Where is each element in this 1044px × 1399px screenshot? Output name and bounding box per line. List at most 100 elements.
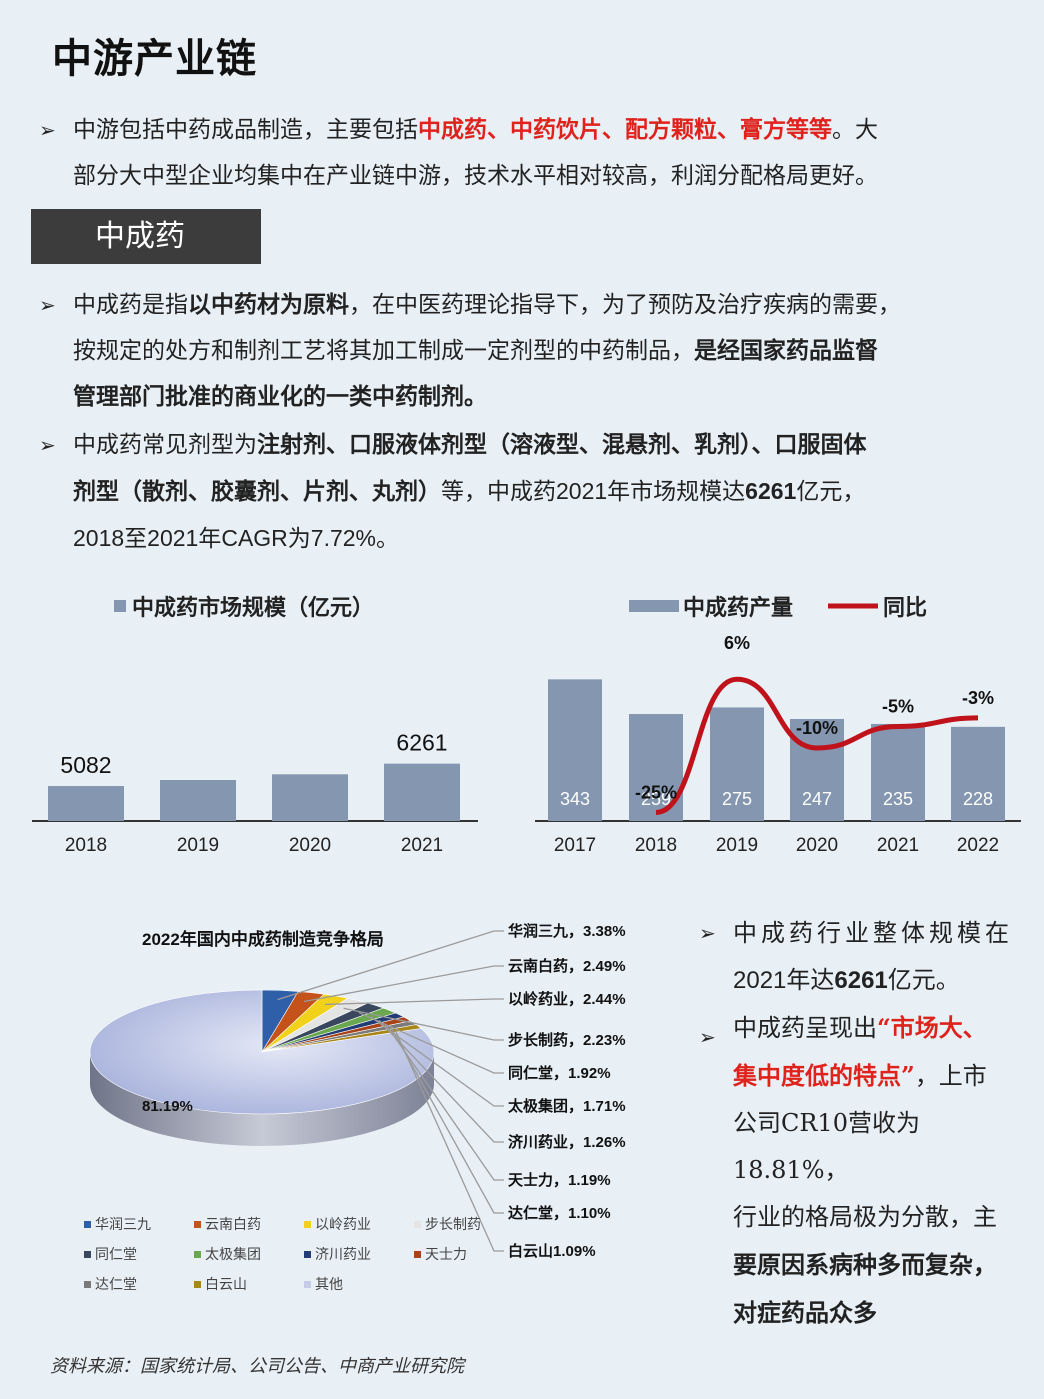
intro-text-red: 中成药、中药饮片、配方颗粒、膏方等等 <box>418 116 832 143</box>
note2-b: “市场大、 <box>877 1013 987 1042</box>
callout-line <box>390 1026 504 1214</box>
right-notes: ➢ 中成药行业整体规模在 2021年达6261亿元。 ➢ 中成药呈现出“市场大、… <box>699 910 1033 1337</box>
callout-line <box>394 1030 504 1252</box>
bar-2020 <box>790 718 844 821</box>
legend-swatch <box>194 1281 201 1288</box>
legend-swatch <box>84 1281 91 1288</box>
intro-text-post: 。大 <box>832 117 878 143</box>
definition-bullet: ➢ 中成药是指以中药材为原料，在中医药理论指导下，为了预防及治疗疾病的需要， 按… <box>39 282 1013 420</box>
tick-label: 2019 <box>716 835 758 856</box>
bar-2022 <box>951 726 1005 821</box>
tick-label: 2020 <box>289 835 331 856</box>
legend-swatch <box>304 1281 311 1288</box>
note2-g: 要原因系病种多而复杂， <box>733 1250 997 1279</box>
pie-callout-label: 白云山1.09% <box>508 1242 596 1260</box>
forms-l2e: 6261 <box>745 478 797 504</box>
tick-label: 2020 <box>796 835 838 856</box>
legend-swatch <box>304 1251 311 1258</box>
note1-e: 亿元。 <box>887 966 960 994</box>
legend-swatch <box>194 1221 201 1228</box>
legend-swatch <box>414 1221 421 1228</box>
tick-label: 2021 <box>877 835 919 856</box>
def-l1b: 以中药材为原料 <box>188 291 349 318</box>
pie-slice-其他 <box>89 989 435 1115</box>
forms-l3g: 7.72% <box>310 525 377 551</box>
note1-a: 中成药行业整体规模在 <box>733 919 1013 947</box>
def-l1a: 中成药是指 <box>73 292 188 318</box>
legend-swatch <box>414 1251 421 1258</box>
bar-2019 <box>710 707 764 821</box>
legend-label: 白云山 <box>205 1276 247 1292</box>
tick-label: 2021 <box>401 835 443 856</box>
section-label: 中成药 <box>31 209 261 264</box>
bar-value-label: 343 <box>560 789 590 809</box>
legend-label: 其他 <box>315 1276 343 1292</box>
market-size-chart: 中成药市场规模（亿元） 2018 5082 2019 2020 2021 6261 <box>32 595 478 856</box>
yoy-label: -25% <box>635 783 677 803</box>
bar-value-label: 228 <box>963 789 993 809</box>
note1-c: 年达 <box>786 966 835 994</box>
legend-swatch <box>84 1221 91 1228</box>
yoy-label: -3% <box>962 688 994 708</box>
tick-label: 2022 <box>957 835 999 856</box>
def-l2b: 是经国家药品监督 <box>694 337 878 364</box>
legend-label: 同仁堂 <box>95 1246 137 1262</box>
data-label: 5082 <box>60 752 111 778</box>
legend-swatch-bar <box>629 600 679 612</box>
pie-title: 2022年国内中成药制造竞争格局 <box>142 929 384 949</box>
page-title: 中游产业链 <box>52 35 257 82</box>
pie-callout-label: 济川药业，1.26% <box>508 1133 626 1151</box>
tick-label: 2018 <box>635 835 677 856</box>
bar-2020 <box>272 774 348 821</box>
pie-callout-label: 太极集团，1.71% <box>508 1097 626 1115</box>
bar-2021 <box>384 763 460 821</box>
bar-value-label: 259 <box>641 789 671 809</box>
forms-l3h: 。 <box>376 526 400 552</box>
forms-l3d: 年 <box>198 526 222 552</box>
def-l2a: 按规定的处方和制剂工艺将其加工制成一定剂型的中药制品， <box>73 338 694 364</box>
note2-c: 集中度低的特点” <box>733 1061 915 1090</box>
forms-l3a: 2018 <box>73 525 125 551</box>
note2-a: 中成药呈现出 <box>733 1014 877 1042</box>
tick-label: 2018 <box>65 835 107 856</box>
pie-callout-label: 达仁堂，1.10% <box>508 1204 611 1222</box>
pie-callout-label: 云南白药，2.49% <box>508 957 626 975</box>
bar-2021 <box>871 723 925 821</box>
def-l3: 管理部门批准的商业化的一类中药制剂。 <box>73 383 487 410</box>
callout-line <box>370 1016 504 1107</box>
forms-l1b: 注射剂、口服液体剂型（溶液型、混悬剂、乳剂）、口服固体 <box>257 431 867 458</box>
legend-swatch <box>84 1251 91 1258</box>
arrow-bullet-icon: ➢ <box>699 921 716 945</box>
forms-l3e: CAGR <box>221 525 288 551</box>
arrow-bullet-icon: ➢ <box>39 118 56 142</box>
def-l1c: ，在中医药理论指导下，为了预防及治疗疾病的需要， <box>349 292 901 318</box>
data-label: 6261 <box>396 730 447 756</box>
note2-f: 行业的格局极为分散，主 <box>733 1203 997 1231</box>
legend-label: 天士力 <box>425 1246 467 1262</box>
legend-label: 步长制药 <box>425 1216 481 1232</box>
bar-2017 <box>548 679 602 821</box>
arrow-bullet-icon: ➢ <box>39 293 56 317</box>
yoy-label: 6% <box>724 633 750 653</box>
note1-b: 2021 <box>733 967 787 994</box>
arrow-bullet-icon: ➢ <box>699 1025 716 1049</box>
note2-e: 公司CR10营收为18.81%， <box>733 1109 920 1184</box>
tick-label: 2017 <box>554 835 596 856</box>
forms-l2b: 等，中成药 <box>441 479 556 505</box>
forms-l3f: 为 <box>287 526 311 552</box>
bar-value-label: 275 <box>722 789 752 809</box>
intro-text-line2: 部分大中型企业均集中在产业链中游，技术水平相对较高，利润分配格局更好。 <box>73 163 878 189</box>
legend-swatch <box>114 600 126 612</box>
callout-line <box>358 1011 504 1074</box>
legend-label: 达仁堂 <box>95 1276 137 1292</box>
legend-label: 云南白药 <box>205 1216 261 1232</box>
forms-l3b: 至 <box>124 526 148 552</box>
legend-label: 华润三九 <box>95 1216 151 1232</box>
callout-line <box>324 998 504 1006</box>
bar-2018 <box>48 786 124 821</box>
legend-label-line: 同比 <box>883 595 927 620</box>
pie-label-others: 81.19% <box>142 1098 193 1115</box>
bar-2019 <box>160 779 236 821</box>
competition-pie-chart: 2022年国内中成药制造竞争格局 81.19% 华润三九，3.38% 云南白药，2.4… <box>84 922 626 1292</box>
forms-bullet: ➢ 中成药常见剂型为注射剂、口服液体剂型（溶液型、混悬剂、乳剂）、口服固体 剂型… <box>39 422 1013 562</box>
